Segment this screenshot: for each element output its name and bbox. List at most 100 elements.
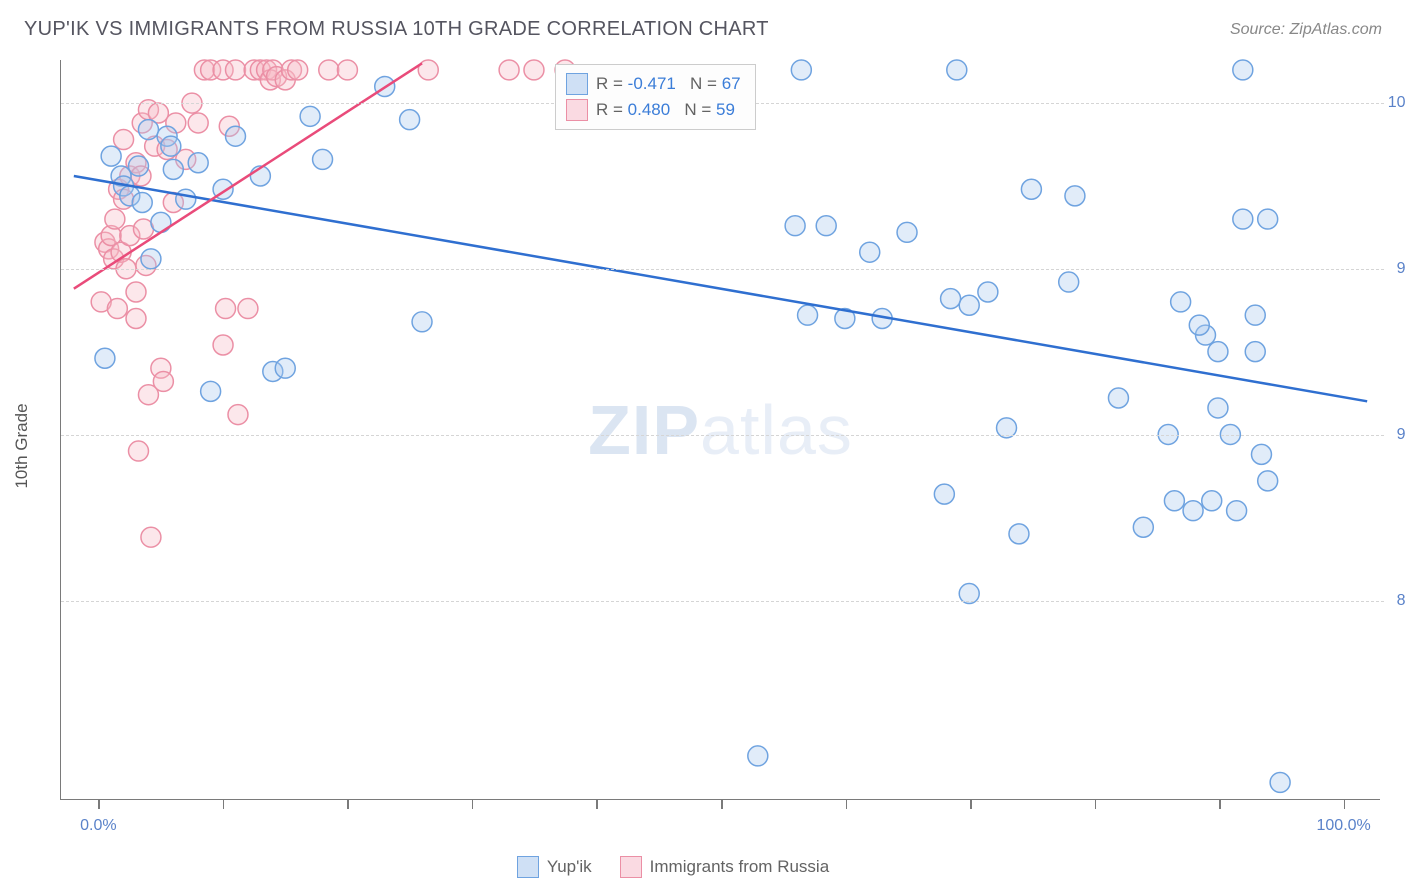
correlation-legend: R = -0.471 N = 67 R = 0.480 N = 59 [555,64,756,130]
series-legend-label: Immigrants from Russia [650,857,829,877]
data-point [188,113,208,133]
gridline-horizontal [61,269,1384,270]
data-point [400,110,420,130]
data-point [1208,342,1228,362]
data-point [313,149,333,169]
data-point [1258,209,1278,229]
data-point [1233,60,1253,80]
data-point [1245,342,1265,362]
chart-title: YUP'IK VS IMMIGRANTS FROM RUSSIA 10TH GR… [24,18,769,41]
data-point [934,484,954,504]
plot-area: ZIPatlas 85.0%90.0%95.0%100.0%0.0%100.0% [60,60,1380,800]
data-point [176,189,196,209]
data-point [129,441,149,461]
series-legend-item: Immigrants from Russia [620,856,829,878]
gridline-horizontal [61,435,1384,436]
data-point [1189,315,1209,335]
x-tick [223,799,225,809]
data-point [138,120,158,140]
series-legend-label: Yup'ik [547,857,592,877]
y-axis-label: 10th Grade [12,403,32,488]
data-point [107,299,127,319]
legend-row: R = -0.471 N = 67 [566,71,741,97]
data-point [216,299,236,319]
data-point [226,126,246,146]
data-point [226,60,246,80]
x-tick [472,799,474,809]
data-point [816,216,836,236]
x-tick [1095,799,1097,809]
data-point [213,335,233,355]
legend-row: R = 0.480 N = 59 [566,97,741,123]
data-point [201,381,221,401]
data-point [163,159,183,179]
x-tick-label: 0.0% [80,817,116,835]
data-point [132,193,152,213]
data-point [141,249,161,269]
data-point [319,60,339,80]
data-point [412,312,432,332]
series-legend-item: Yup'ik [517,856,592,878]
data-point [1202,491,1222,511]
y-tick-label: 100.0% [1388,94,1406,112]
data-point [791,60,811,80]
data-point [947,60,967,80]
y-tick-label: 85.0% [1397,592,1406,610]
data-point [978,282,998,302]
data-point [1270,772,1290,792]
chart-header: YUP'IK VS IMMIGRANTS FROM RUSSIA 10TH GR… [24,18,1382,41]
data-point [798,305,818,325]
data-point [1183,501,1203,521]
data-point [300,106,320,126]
legend-swatch-icon [566,99,588,121]
legend-text: R = 0.480 N = 59 [596,100,735,120]
x-tick [846,799,848,809]
data-point [1108,388,1128,408]
y-tick-label: 95.0% [1397,260,1406,278]
data-point [141,527,161,547]
data-point [105,209,125,229]
data-point [785,216,805,236]
y-tick-label: 90.0% [1397,426,1406,444]
data-point [1208,398,1228,418]
data-point [1258,471,1278,491]
data-point [941,289,961,309]
data-point [1133,517,1153,537]
data-point [153,371,173,391]
series-legend: Yup'ik Immigrants from Russia [0,856,1346,878]
data-point [101,146,121,166]
chart-source: Source: ZipAtlas.com [1230,21,1382,39]
legend-swatch-icon [517,856,539,878]
data-point [275,358,295,378]
data-point [1245,305,1265,325]
data-point [524,60,544,80]
x-tick-label: 100.0% [1317,817,1371,835]
data-point [1021,179,1041,199]
data-point [161,136,181,156]
chart-svg [61,60,1380,799]
legend-swatch-icon [566,73,588,95]
data-point [1059,272,1079,292]
data-point [1164,491,1184,511]
data-point [1009,524,1029,544]
data-point [151,212,171,232]
data-point [748,746,768,766]
legend-swatch-icon [620,856,642,878]
x-tick [721,799,723,809]
data-point [337,60,357,80]
data-point [1227,501,1247,521]
data-point [1065,186,1085,206]
data-point [95,348,115,368]
data-point [228,405,248,425]
x-tick [1219,799,1221,809]
x-tick [596,799,598,809]
data-point [126,308,146,328]
data-point [499,60,519,80]
legend-text: R = -0.471 N = 67 [596,74,741,94]
data-point [288,60,308,80]
data-point [1171,292,1191,312]
x-tick [347,799,349,809]
data-point [114,130,134,150]
x-tick [1344,799,1346,809]
gridline-horizontal [61,601,1384,602]
